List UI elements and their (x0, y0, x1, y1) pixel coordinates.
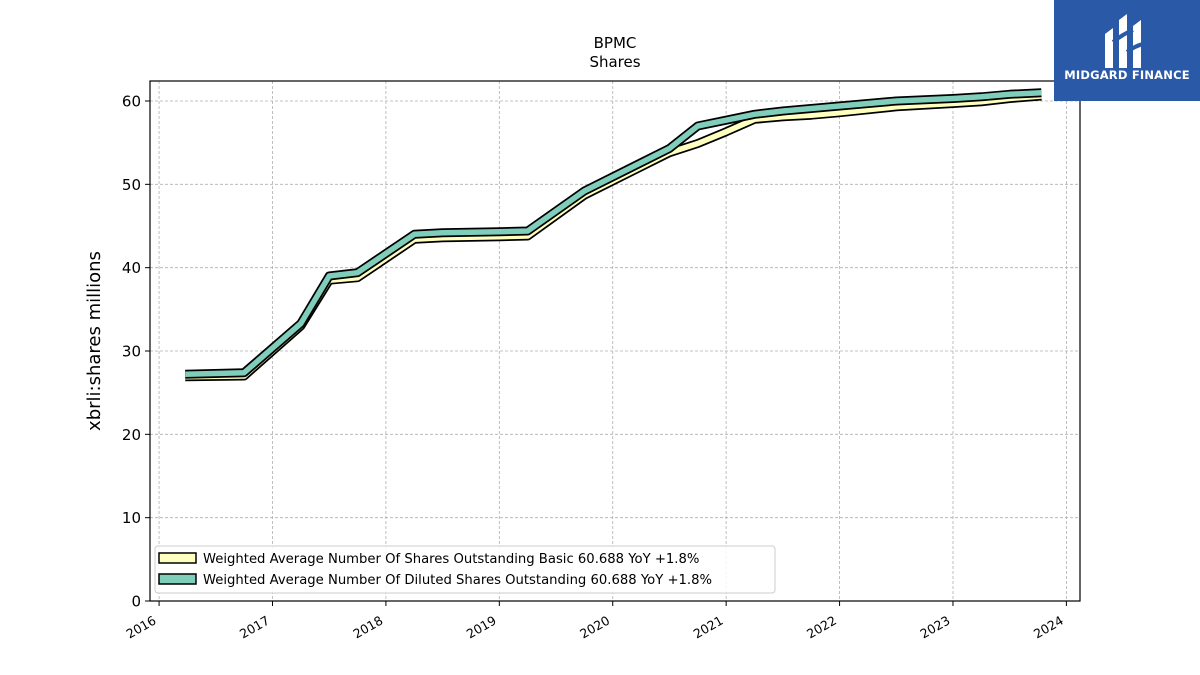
y-tick-label-10: 10 (122, 509, 141, 527)
legend: Weighted Average Number Of Shares Outsta… (154, 545, 776, 594)
x-tick-label-2018: 2018 (350, 613, 385, 642)
x-tick-label-2016: 2016 (124, 613, 159, 642)
series-line-1 (185, 89, 1042, 378)
legend-swatch-basic (158, 552, 197, 564)
y-tick-label-30: 30 (122, 343, 141, 361)
series-line-0 (185, 93, 1042, 380)
midgard-finance-logo: MIDGARD FINANCE (1054, 0, 1200, 101)
y-axis-label: xbrli:shares millions (84, 251, 105, 431)
x-tick-label-2024: 2024 (1031, 613, 1066, 642)
chart-subtitle: Shares (589, 53, 640, 71)
series-outline-1 (185, 88, 1042, 379)
y-tick-label-0: 0 (131, 593, 141, 611)
series-outline-0 (185, 91, 1042, 382)
x-tick-label-2021: 2021 (691, 613, 726, 642)
legend-label-diluted: Weighted Average Number Of Diluted Share… (203, 573, 712, 588)
legend-box (154, 545, 776, 594)
midgard-logo-icon (1105, 14, 1144, 68)
plot-frame (149, 80, 1081, 602)
y-tick-label-50: 50 (122, 176, 141, 194)
x-tick-label-2020: 2020 (577, 613, 612, 642)
chart-title: BPMC (594, 34, 637, 52)
x-tick-label-2017: 2017 (237, 613, 272, 642)
series-layer (185, 88, 1042, 382)
y-tick-label-20: 20 (122, 426, 141, 444)
y-tick-label-60: 60 (122, 93, 141, 111)
x-tick-label-2022: 2022 (804, 613, 839, 642)
x-tick-label-2019: 2019 (464, 613, 499, 642)
y-tick-label-40: 40 (122, 259, 141, 277)
legend-label-basic: Weighted Average Number Of Shares Outsta… (203, 552, 699, 567)
x-tick-label-2023: 2023 (917, 613, 952, 642)
logo-text: MIDGARD FINANCE (1064, 68, 1190, 82)
legend-swatch-diluted (158, 573, 197, 585)
